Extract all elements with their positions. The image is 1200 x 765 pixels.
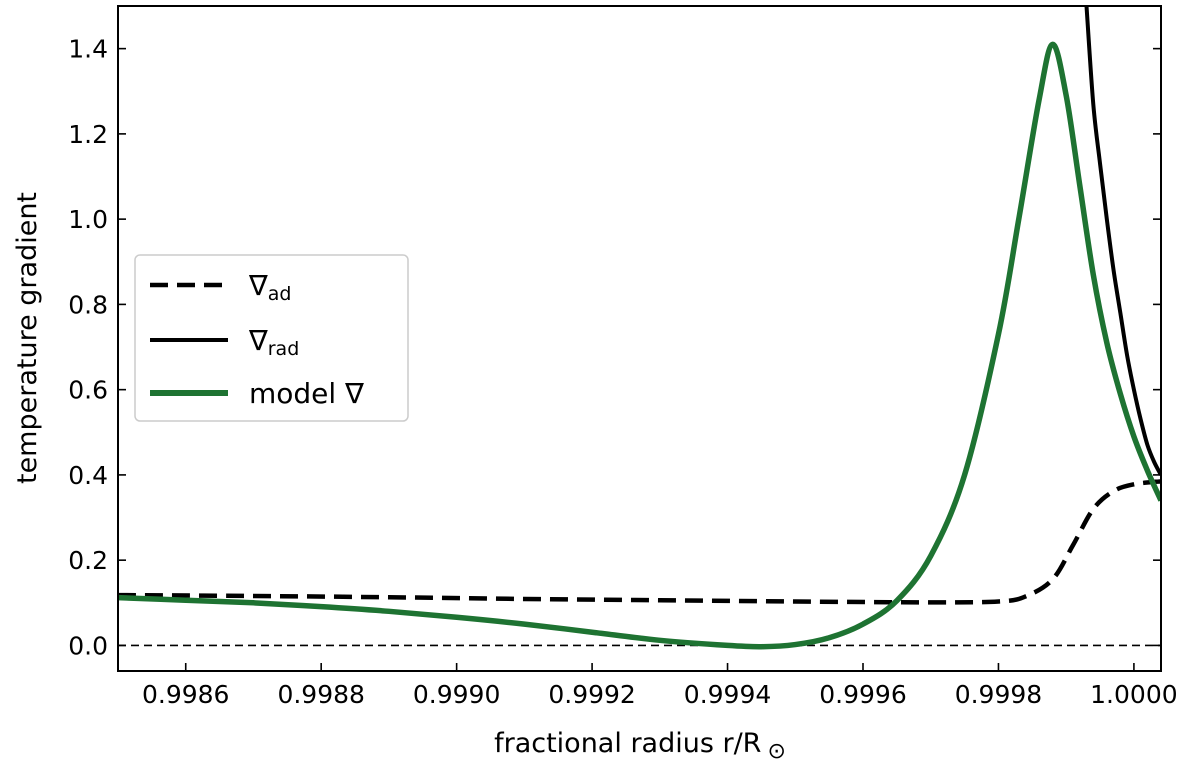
y-axis: 0.0 0.2 0.4 0.6 0.8 1.0 1.2 1.4 (68, 35, 1161, 660)
x-tick-label: 0.9988 (277, 680, 364, 709)
x-axis-label: fractional radius r/R ⊙ (494, 728, 786, 764)
series-line-nabla-ad (118, 479, 1161, 605)
legend-label-nabla-ad-sub: ad (268, 283, 292, 305)
x-tick-label: 0.9996 (819, 680, 906, 709)
y-tick-label: 0.2 (68, 546, 108, 575)
x-tick-label: 0.9992 (548, 680, 635, 709)
y-tick-label: 0.6 (68, 376, 108, 405)
x-tick-label: 0.9986 (142, 680, 229, 709)
y-axis-label: temperature gradient (12, 192, 43, 484)
legend-box (134, 254, 409, 422)
y-tick-label: 0.4 (68, 461, 108, 490)
legend-label-nabla-rad-sub: rad (268, 338, 300, 360)
x-tick-label: 1.0000 (1090, 680, 1177, 709)
legend-label-nabla-rad-main: ∇ (248, 324, 268, 357)
y-tick-label: 0.0 (68, 631, 108, 660)
plot-frame (117, 5, 1162, 672)
legend: ∇ad ∇rad model ∇ (134, 254, 409, 422)
legend-label-nabla-ad-main: ∇ (248, 269, 268, 302)
x-tick-label: 0.9990 (413, 680, 500, 709)
x-tick-label: 0.9994 (684, 680, 771, 709)
legend-label-nabla-ad: ∇ad (248, 269, 291, 305)
series-line-nabla-rad (1084, 6, 1161, 476)
x-axis: 0.9986 0.9988 0.9990 0.9992 0.9994 0.9996 0.99… (142, 663, 1178, 709)
legend-label-nabla-rad: ∇rad (248, 324, 299, 360)
y-tick-label: 1.2 (68, 120, 108, 149)
x-tick-label: 0.9998 (955, 680, 1042, 709)
y-tick-label: 0.8 (68, 290, 108, 319)
y-tick-label: 1.0 (68, 205, 108, 234)
legend-label-model-nabla: model ∇ (249, 377, 364, 410)
plot-area (118, 6, 1161, 650)
y-tick-label: 1.4 (68, 35, 108, 64)
series-line-model-nabla (118, 41, 1161, 650)
